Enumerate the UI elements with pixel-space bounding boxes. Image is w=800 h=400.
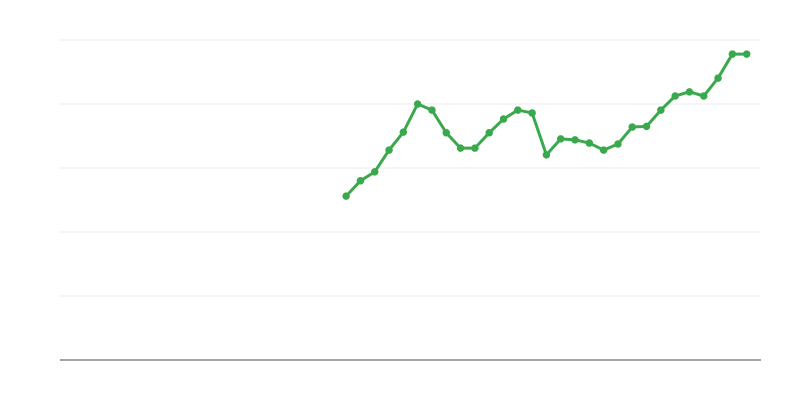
data-point-marker[interactable] [385, 146, 393, 154]
data-point-marker[interactable] [571, 136, 579, 144]
data-point-marker[interactable] [442, 129, 451, 137]
data-point-marker[interactable] [428, 106, 436, 114]
data-point-marker[interactable] [413, 100, 422, 108]
data-point-marker[interactable] [599, 146, 608, 154]
data-point-marker[interactable] [556, 135, 565, 143]
data-point-marker[interactable] [657, 106, 665, 114]
data-point-marker[interactable] [585, 139, 594, 147]
data-point-marker[interactable] [700, 92, 708, 100]
line-series-path [344, 52, 749, 198]
data-point-marker[interactable] [356, 177, 365, 185]
data-point-marker[interactable] [628, 123, 636, 131]
data-point-marker[interactable] [714, 74, 722, 82]
data-point-marker[interactable] [514, 106, 522, 114]
data-point-marker[interactable] [485, 129, 493, 137]
data-point-marker[interactable] [342, 192, 350, 200]
data-point-marker[interactable] [671, 92, 679, 100]
data-point-marker[interactable] [642, 122, 651, 131]
data-point-marker[interactable] [456, 144, 465, 152]
data-point-marker[interactable] [542, 151, 551, 159]
data-point-marker[interactable] [499, 115, 508, 123]
data-point-marker[interactable] [742, 50, 751, 58]
data-point-marker[interactable] [728, 50, 737, 58]
data-point-marker[interactable] [528, 109, 536, 117]
data-point-marker[interactable] [685, 88, 694, 96]
data-point-marker[interactable] [399, 128, 408, 136]
data-point-marker[interactable] [614, 140, 622, 148]
data-point-marker[interactable] [370, 168, 379, 176]
data-point-marker[interactable] [471, 144, 479, 152]
